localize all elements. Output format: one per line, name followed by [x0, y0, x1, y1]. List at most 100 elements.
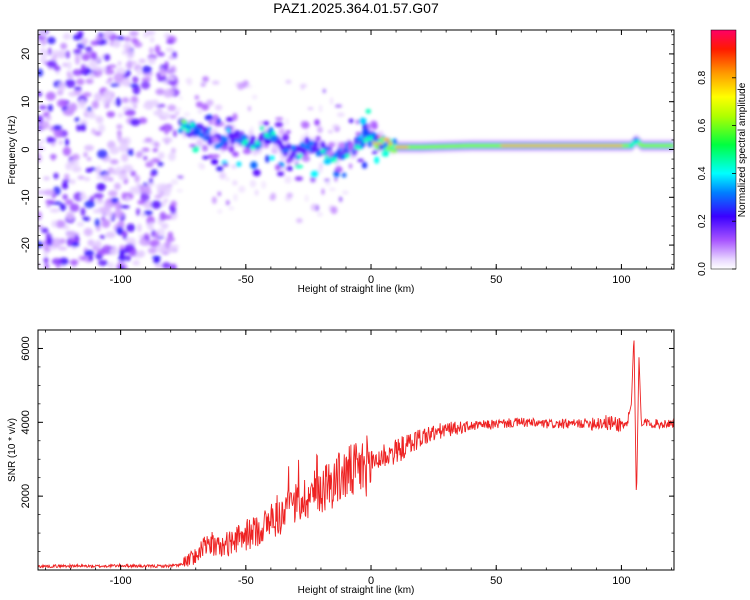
noise-blob	[156, 244, 167, 254]
noise-blob	[321, 188, 324, 195]
noise-blob	[84, 177, 90, 181]
signal-contour	[309, 140, 314, 146]
signal-blob	[314, 119, 320, 126]
noise-blob	[328, 130, 333, 133]
signal-blob	[372, 123, 378, 130]
signal-blob	[295, 165, 303, 169]
noise-blob	[90, 51, 95, 59]
noise-blob	[123, 42, 132, 50]
signal-blob	[306, 150, 311, 154]
signal-blob	[354, 149, 358, 153]
signal-contour	[367, 141, 372, 147]
noise-blob	[261, 181, 266, 189]
noise-blob	[96, 116, 104, 124]
signal-blob	[189, 144, 196, 148]
x-tick-label: -50	[238, 274, 254, 286]
noise-blob	[114, 183, 121, 190]
noise-blob	[143, 156, 147, 161]
noise-blob	[62, 194, 67, 200]
snr-x-axis-label: Height of straight line (km)	[298, 585, 415, 596]
noise-blob	[310, 177, 316, 183]
signal-blob	[232, 152, 239, 157]
noise-blob	[82, 217, 90, 222]
x-tick-label: 50	[490, 575, 502, 587]
noise-blob	[119, 266, 125, 271]
noise-blob	[114, 73, 125, 82]
noise-blob	[109, 146, 119, 154]
noise-blob	[168, 232, 174, 239]
signal-blob	[374, 157, 379, 164]
noise-blob	[160, 212, 167, 221]
signal-blob	[209, 119, 214, 125]
noise-blob	[184, 112, 191, 116]
noise-blob	[145, 138, 153, 143]
signal-blob	[286, 158, 292, 164]
noise-blob	[113, 39, 121, 48]
signal-blob	[229, 146, 235, 153]
noise-blob	[218, 191, 222, 196]
noise-blob	[168, 56, 174, 60]
signal-blob	[381, 150, 389, 157]
noise-blob	[125, 244, 135, 251]
noise-blob	[102, 174, 110, 182]
noise-blob	[212, 81, 220, 85]
noise-blob	[83, 92, 92, 97]
y-tick-label: 6000	[20, 336, 32, 360]
noise-blob	[248, 106, 251, 111]
noise-blob	[118, 138, 128, 144]
noise-blob	[108, 210, 113, 219]
snr-panel: -100 -50 0 50 100 2000 4000 6000 Height of str…	[7, 330, 674, 596]
noise-blob	[138, 235, 144, 239]
noise-blob	[78, 176, 85, 180]
noise-blob	[252, 95, 258, 100]
noise-blob	[342, 190, 349, 194]
noise-blob	[171, 201, 177, 208]
x-tick-label: -100	[110, 575, 132, 587]
noise-blob	[105, 231, 115, 238]
noise-blob	[65, 79, 76, 88]
x-tick-label: -100	[110, 274, 132, 286]
signal-blob	[202, 156, 209, 160]
noise-blob	[151, 201, 161, 209]
signal-blob	[221, 146, 228, 150]
y-tick-label: -10	[20, 189, 32, 205]
noise-blob	[92, 101, 99, 109]
noise-blob	[88, 114, 97, 119]
noise-blob	[81, 54, 90, 61]
noise-blob	[161, 223, 168, 229]
noise-blob	[148, 248, 157, 254]
noise-blob	[176, 107, 181, 111]
signal-blob	[362, 129, 370, 137]
signal-blob	[327, 150, 333, 157]
noise-blob	[43, 257, 48, 264]
noise-blob	[96, 36, 102, 42]
colorbar-label: Normalized spectral amplitude	[737, 82, 748, 217]
noise-blob	[97, 149, 108, 158]
noise-blob	[98, 124, 105, 133]
signal-blob	[226, 127, 230, 133]
noise-blob	[84, 250, 94, 256]
noise-blob	[179, 96, 182, 99]
signal-contour	[223, 137, 228, 143]
noise-blob	[51, 220, 57, 227]
signal-blob	[335, 168, 343, 172]
noise-blob	[169, 115, 176, 119]
noise-blob	[212, 197, 217, 204]
y-tick-label: 20	[20, 48, 32, 60]
noise-blob	[115, 97, 121, 106]
signal-blob	[316, 136, 321, 141]
noise-blob	[58, 247, 67, 251]
noise-blob	[51, 50, 61, 55]
noise-blob	[139, 239, 147, 245]
noise-blob	[329, 188, 336, 191]
signal-blob	[260, 126, 264, 130]
noise-blob	[141, 77, 151, 81]
noise-blob	[47, 60, 57, 67]
y-tick-label: 2000	[20, 484, 32, 508]
noise-blob	[126, 62, 133, 69]
noise-blob	[187, 78, 193, 86]
signal-blob	[348, 143, 354, 151]
signal-blob	[277, 172, 284, 177]
signal-blob	[379, 144, 384, 148]
noise-blob	[219, 172, 226, 180]
